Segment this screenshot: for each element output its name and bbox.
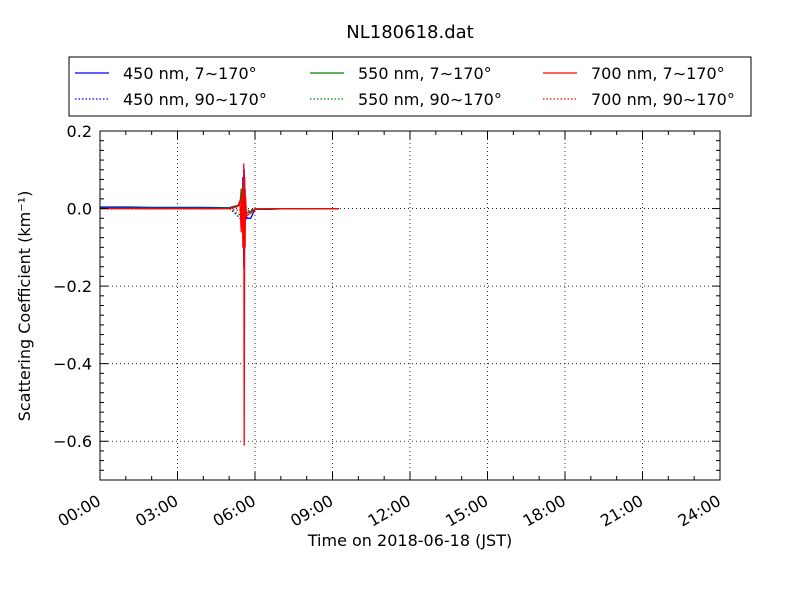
legend-label-1: 450 nm, 90∼170° xyxy=(123,90,267,109)
legend-label-0: 450 nm, 7∼170° xyxy=(123,64,257,83)
legend-frame xyxy=(68,56,752,117)
x-axis-label: Time on 2018-06-18 (JST) xyxy=(307,531,512,550)
legend-label-4: 700 nm, 7∼170° xyxy=(591,64,725,83)
chart-title: NL180618.dat xyxy=(346,22,473,43)
y-tick-label: 0.2 xyxy=(67,122,92,141)
legend: 450 nm, 7∼170° 550 nm, 7∼170° 700 nm, 7∼17… xyxy=(68,56,752,117)
y-axis: −0.6 −0.4 −0.2 0.0 0.2 xyxy=(53,122,720,481)
y-tick-label: −0.6 xyxy=(53,432,92,451)
legend-label-2: 550 nm, 7∼170° xyxy=(358,64,492,83)
y-tick-label: −0.4 xyxy=(53,355,92,374)
y-tick-label: −0.2 xyxy=(53,277,92,296)
legend-label-3: 550 nm, 90∼170° xyxy=(358,90,502,109)
y-axis-label: Scattering Coefficient (km⁻¹) xyxy=(15,191,34,422)
grid xyxy=(100,131,720,480)
legend-label-5: 700 nm, 90∼170° xyxy=(591,90,735,109)
plot-area xyxy=(100,163,339,446)
y-tick-label: 0.0 xyxy=(67,200,92,219)
